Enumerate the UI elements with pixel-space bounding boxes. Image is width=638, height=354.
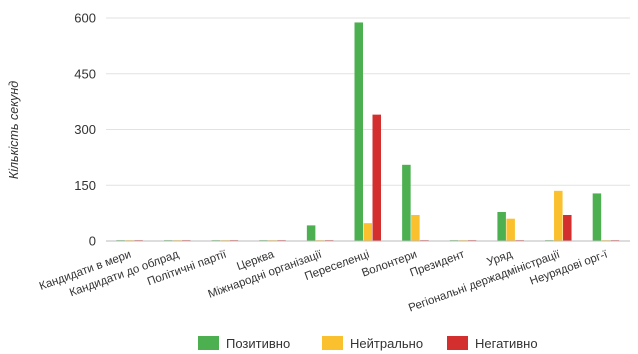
legend-swatch xyxy=(322,336,343,350)
legend-swatch xyxy=(447,336,468,350)
bar-1-5 xyxy=(306,225,316,241)
bar-2-6 xyxy=(363,223,372,241)
y-tick-label: 300 xyxy=(74,122,96,137)
legend-label: Позитивно xyxy=(226,336,290,351)
y-tick-label: 0 xyxy=(89,234,96,249)
bar-1-7 xyxy=(402,164,411,241)
legend-label: Негативно xyxy=(475,336,538,351)
y-axis-label: Кількість секунд xyxy=(7,81,21,179)
bar-3-6 xyxy=(372,114,381,241)
y-tick-label: 600 xyxy=(74,11,96,26)
legend: Позитивно Нейтрально Негативно xyxy=(198,336,538,351)
x-tick-label: Президент xyxy=(408,248,467,279)
bar-3-10 xyxy=(563,214,572,241)
bar-2-10 xyxy=(554,190,563,241)
y-tick-label: 450 xyxy=(74,66,96,81)
legend-swatch xyxy=(198,336,219,350)
bar-2-9 xyxy=(506,218,515,241)
bar-2-7 xyxy=(411,214,420,241)
bar-1-6 xyxy=(354,22,363,242)
gridlines xyxy=(106,17,630,242)
bars xyxy=(116,22,620,242)
bar-1-11 xyxy=(592,193,602,241)
y-axis-ticks: 0 150 300 450 600 xyxy=(74,11,96,249)
legend-label: Нейтрально xyxy=(350,336,423,351)
y-tick-label: 150 xyxy=(74,178,96,193)
bar-1-9 xyxy=(497,212,506,241)
